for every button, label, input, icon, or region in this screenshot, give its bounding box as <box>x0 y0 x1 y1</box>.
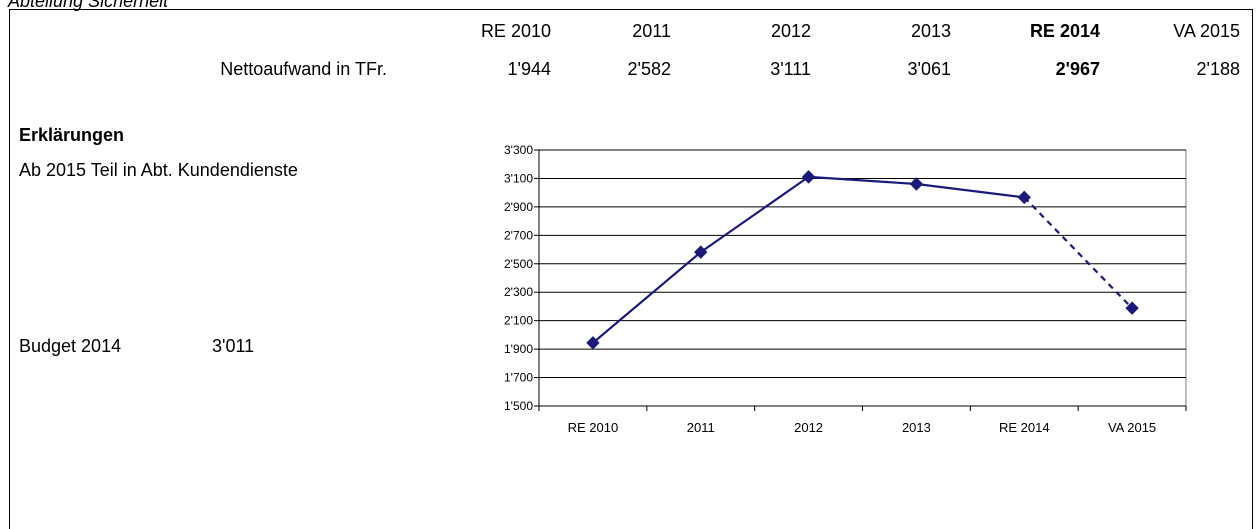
y-tick-label: 1'500 <box>504 399 533 413</box>
x-tick-label: VA 2015 <box>1108 420 1156 435</box>
x-tick-label: 2013 <box>902 420 931 435</box>
column-header: RE 2014 <box>1029 21 1100 41</box>
explanations-text: Ab 2015 Teil in Abt. Kundendienste <box>19 160 298 180</box>
series-segment <box>700 175 810 254</box>
x-tick-label: 2012 <box>794 420 823 435</box>
column-header: VA 2015 <box>1173 21 1240 41</box>
data-point <box>909 177 924 191</box>
series-segment <box>808 175 917 186</box>
column-header: RE 2010 <box>480 21 551 41</box>
y-tick-label: 3'100 <box>504 171 533 185</box>
y-tick-label: 2'100 <box>504 314 533 328</box>
column-header: 2013 <box>910 21 951 41</box>
y-tick-label: 1'900 <box>504 342 533 356</box>
data-point <box>801 170 816 184</box>
y-tick-label: 1'700 <box>504 371 533 385</box>
column-header: 2011 <box>632 21 671 41</box>
column-value: 1'944 <box>507 59 551 79</box>
budget-value: 3'011 <box>212 336 255 356</box>
data-point <box>1125 301 1139 315</box>
y-tick-label: 2'300 <box>504 285 533 299</box>
page-title: Abteilung Sicherheit <box>8 0 169 11</box>
column-value: 2'582 <box>627 59 671 79</box>
column-value: 3'111 <box>770 59 811 79</box>
budget-label: Budget 2014 <box>19 336 122 356</box>
column-value: 2'967 <box>1055 59 1100 79</box>
plot-area <box>538 149 1187 407</box>
column-header: 2012 <box>770 21 811 41</box>
data-point <box>694 245 708 259</box>
data-point <box>586 336 600 350</box>
y-tick-label: 2'900 <box>504 200 533 214</box>
y-tick-label: 3'300 <box>504 143 533 157</box>
series-segment-dashed <box>1023 196 1133 309</box>
report-frame <box>9 9 1253 529</box>
column-value: 2'188 <box>1196 59 1240 79</box>
x-tick-label: RE 2010 <box>568 420 619 435</box>
column-value: 3'061 <box>907 59 951 79</box>
x-tick-label: 2011 <box>687 420 715 435</box>
y-tick-label: 2'500 <box>504 257 533 271</box>
x-tick-label: RE 2014 <box>999 420 1050 435</box>
explanations-title: Erklärungen <box>19 125 125 145</box>
series-segment <box>592 251 702 344</box>
data-point <box>1017 190 1031 205</box>
row-label: Nettoaufwand in TFr. <box>220 59 387 79</box>
y-tick-label: 2'700 <box>504 228 533 242</box>
series-segment <box>916 182 1025 199</box>
